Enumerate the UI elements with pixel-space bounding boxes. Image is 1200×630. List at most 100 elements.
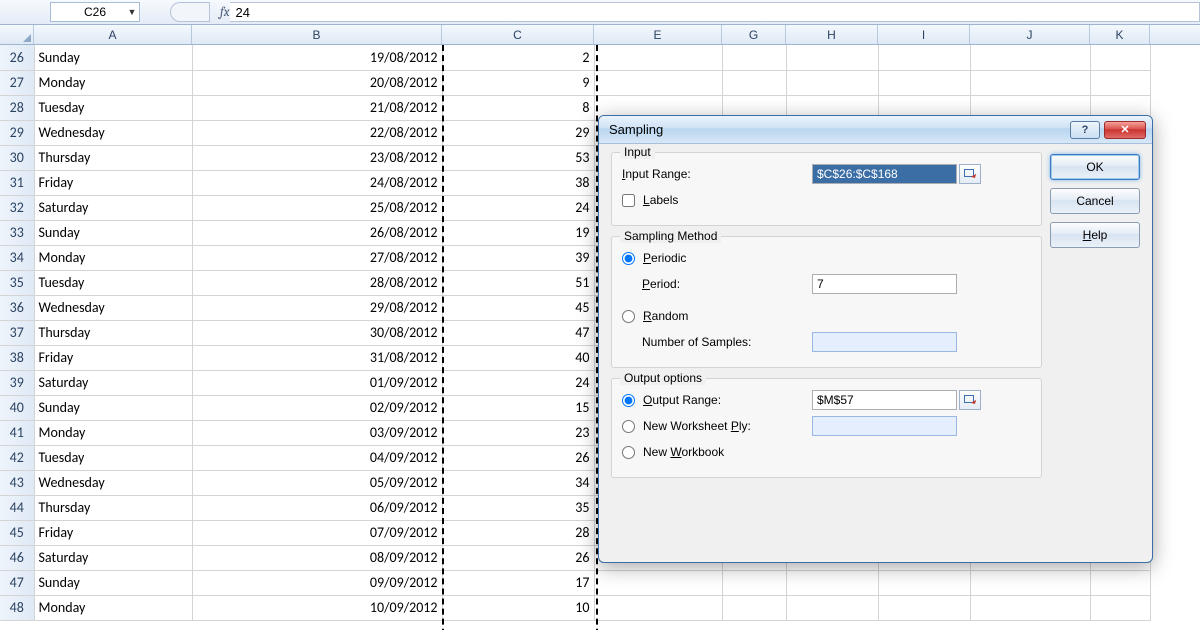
cell[interactable]: 09/09/2012	[192, 570, 442, 595]
cell[interactable]: Saturday	[34, 370, 192, 395]
cell[interactable]	[722, 70, 786, 95]
output-range-field[interactable]	[812, 390, 957, 410]
cell[interactable]	[1090, 570, 1150, 595]
cell[interactable]: Wednesday	[34, 295, 192, 320]
new-worksheet-radio-label[interactable]: New Worksheet Ply:	[622, 419, 812, 433]
cell[interactable]: 39	[442, 245, 594, 270]
cell[interactable]: 27/08/2012	[192, 245, 442, 270]
cancel-button[interactable]: Cancel	[1050, 188, 1140, 214]
new-workbook-radio[interactable]	[622, 446, 635, 459]
cell[interactable]	[1090, 70, 1150, 95]
cell[interactable]: Thursday	[34, 495, 192, 520]
cell[interactable]: Monday	[34, 420, 192, 445]
column-header-I[interactable]: I	[878, 25, 970, 44]
range-picker-button[interactable]	[959, 164, 981, 184]
cell[interactable]: 05/09/2012	[192, 470, 442, 495]
cell[interactable]: 20/08/2012	[192, 70, 442, 95]
cell[interactable]: Sunday	[34, 570, 192, 595]
column-header-J[interactable]: J	[970, 25, 1090, 44]
cell[interactable]: Friday	[34, 345, 192, 370]
row-header[interactable]: 41	[0, 420, 34, 445]
cell[interactable]: Monday	[34, 70, 192, 95]
row-header[interactable]: 37	[0, 320, 34, 345]
cell[interactable]: 45	[442, 295, 594, 320]
cell[interactable]	[970, 570, 1090, 595]
cell[interactable]: 03/09/2012	[192, 420, 442, 445]
cell[interactable]: 02/09/2012	[192, 395, 442, 420]
cell[interactable]	[970, 45, 1090, 70]
new-worksheet-radio[interactable]	[622, 420, 635, 433]
cell[interactable]: Monday	[34, 245, 192, 270]
period-field[interactable]	[812, 274, 957, 294]
cell[interactable]: Saturday	[34, 195, 192, 220]
column-header-A[interactable]: A	[34, 25, 192, 44]
cell[interactable]	[878, 570, 970, 595]
cell[interactable]: 24	[442, 370, 594, 395]
cell[interactable]: 9	[442, 70, 594, 95]
labels-checkbox-label[interactable]: Labels	[622, 193, 678, 207]
cell[interactable]	[722, 570, 786, 595]
cell[interactable]	[878, 70, 970, 95]
cell[interactable]: 8	[442, 95, 594, 120]
row-header[interactable]: 33	[0, 220, 34, 245]
dialog-help-button[interactable]: ?	[1070, 121, 1100, 139]
cell[interactable]: 53	[442, 145, 594, 170]
cell[interactable]: Sunday	[34, 395, 192, 420]
cell[interactable]: Tuesday	[34, 270, 192, 295]
cell[interactable]: Saturday	[34, 545, 192, 570]
cell[interactable]	[722, 595, 786, 620]
row-header[interactable]: 32	[0, 195, 34, 220]
cell[interactable]: Sunday	[34, 45, 192, 70]
cell[interactable]: 21/08/2012	[192, 95, 442, 120]
cell[interactable]: 30/08/2012	[192, 320, 442, 345]
cell[interactable]	[722, 45, 786, 70]
row-header[interactable]: 42	[0, 445, 34, 470]
select-all-corner[interactable]	[0, 25, 34, 44]
random-radio[interactable]	[622, 310, 635, 323]
cell[interactable]	[970, 70, 1090, 95]
cell[interactable]	[786, 45, 878, 70]
cell[interactable]: 31/08/2012	[192, 345, 442, 370]
cell[interactable]	[594, 45, 722, 70]
cell[interactable]: 10/09/2012	[192, 595, 442, 620]
row-header[interactable]: 28	[0, 95, 34, 120]
cell[interactable]: 40	[442, 345, 594, 370]
input-range-field[interactable]	[812, 164, 957, 184]
cell[interactable]: 29	[442, 120, 594, 145]
cell[interactable]: 26	[442, 545, 594, 570]
dialog-close-button[interactable]: ✕	[1104, 121, 1146, 139]
cell[interactable]: 07/09/2012	[192, 520, 442, 545]
column-header-K[interactable]: K	[1090, 25, 1150, 44]
row-header[interactable]: 40	[0, 395, 34, 420]
random-radio-label[interactable]: Random	[622, 309, 688, 323]
cell[interactable]	[1090, 45, 1150, 70]
cell[interactable]: 47	[442, 320, 594, 345]
column-header-G[interactable]: G	[722, 25, 786, 44]
row-header[interactable]: 43	[0, 470, 34, 495]
column-header-B[interactable]: B	[192, 25, 442, 44]
column-header-H[interactable]: H	[786, 25, 878, 44]
row-header[interactable]: 31	[0, 170, 34, 195]
cell[interactable]: Thursday	[34, 145, 192, 170]
cell[interactable]: 23/08/2012	[192, 145, 442, 170]
cell[interactable]	[786, 595, 878, 620]
cell[interactable]: 24	[442, 195, 594, 220]
new-worksheet-field[interactable]	[812, 416, 957, 436]
cell[interactable]: Wednesday	[34, 470, 192, 495]
cell[interactable]: Wednesday	[34, 120, 192, 145]
numsamples-field[interactable]	[812, 332, 957, 352]
output-range-radio-label[interactable]: Output Range:	[622, 393, 812, 407]
row-header[interactable]: 34	[0, 245, 34, 270]
cell[interactable]: 28/08/2012	[192, 270, 442, 295]
cell[interactable]: Friday	[34, 520, 192, 545]
name-box-dropdown-icon[interactable]: ▼	[125, 3, 139, 21]
cell[interactable]: 34	[442, 470, 594, 495]
cell[interactable]: 35	[442, 495, 594, 520]
cell[interactable]: 06/09/2012	[192, 495, 442, 520]
periodic-radio-label[interactable]: Periodic	[622, 251, 686, 265]
cell[interactable]	[970, 595, 1090, 620]
cell[interactable]: 28	[442, 520, 594, 545]
cell[interactable]: 10	[442, 595, 594, 620]
row-header[interactable]: 30	[0, 145, 34, 170]
cell[interactable]	[594, 595, 722, 620]
